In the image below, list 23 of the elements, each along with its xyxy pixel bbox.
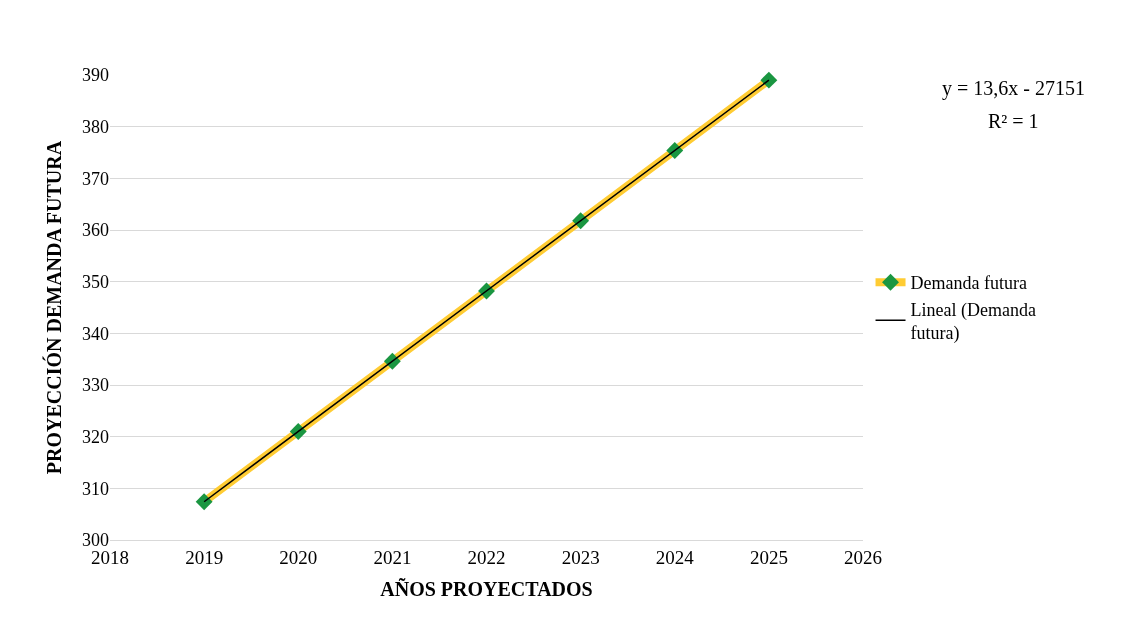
x-axis-title: AÑOS PROYECTADOS bbox=[380, 578, 593, 601]
legend-label: Demanda futura bbox=[910, 273, 1027, 294]
y-tick-label: 360 bbox=[82, 220, 109, 241]
y-tick-label: 350 bbox=[82, 271, 109, 292]
x-tick-label: 2022 bbox=[467, 546, 506, 568]
x-tick-label: 2026 bbox=[844, 546, 882, 568]
x-tick-label: 2019 bbox=[185, 546, 224, 568]
x-tick-label: 2020 bbox=[279, 546, 318, 568]
x-tick-label: 2021 bbox=[373, 546, 412, 568]
y-tick-label: 310 bbox=[82, 478, 109, 499]
y-tick-label: 320 bbox=[82, 426, 109, 447]
text: R² = 1 bbox=[988, 110, 1039, 132]
text: y = 13,6x - 27151 bbox=[942, 77, 1085, 100]
x-tick-label: 2024 bbox=[655, 546, 695, 568]
legend-label: Lineal (Demanda futura) bbox=[910, 299, 1036, 345]
y-tick-label: 380 bbox=[82, 116, 109, 137]
y-axis-title: PROYECCIÓN DEMANDA FUTURA bbox=[41, 140, 65, 475]
x-tick-label: 2025 bbox=[749, 546, 788, 568]
y-tick-label: 390 bbox=[82, 65, 109, 86]
y-tick-label: 340 bbox=[82, 323, 109, 344]
y-tick-label: 370 bbox=[82, 168, 109, 189]
y-tick-label: 330 bbox=[82, 375, 109, 396]
x-tick-label: 2023 bbox=[561, 546, 600, 568]
